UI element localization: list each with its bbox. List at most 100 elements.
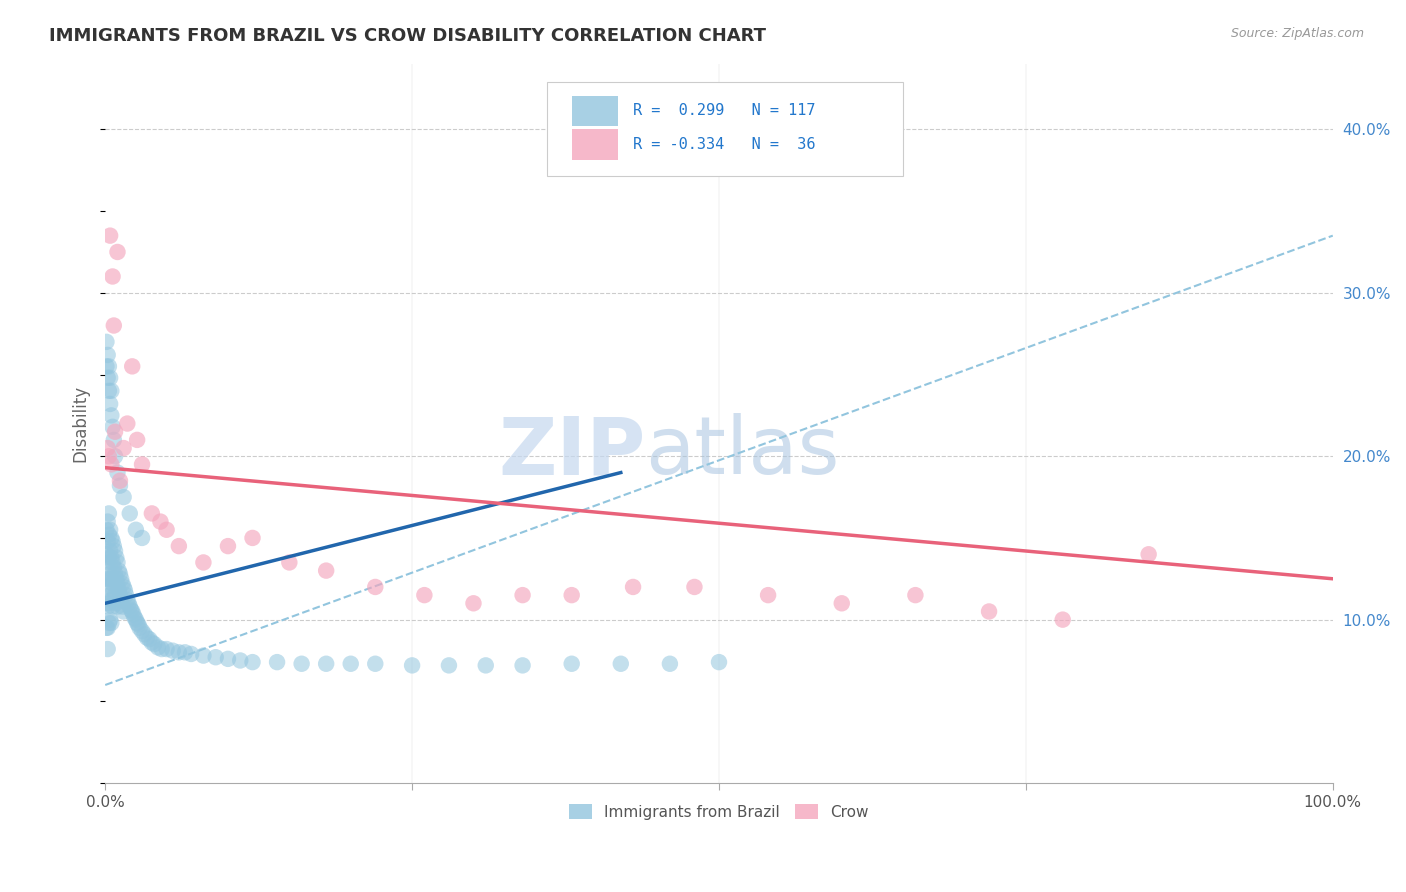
Point bbox=[97, 507, 120, 521]
Point bbox=[155, 523, 177, 537]
Point bbox=[364, 657, 387, 671]
Point bbox=[125, 613, 148, 627]
Point bbox=[1052, 613, 1074, 627]
Point bbox=[108, 588, 131, 602]
Point bbox=[98, 523, 121, 537]
Point bbox=[96, 596, 118, 610]
Point bbox=[111, 599, 134, 614]
Point bbox=[124, 611, 146, 625]
Point bbox=[97, 384, 120, 398]
Point bbox=[101, 556, 124, 570]
Point bbox=[180, 647, 202, 661]
Point bbox=[315, 657, 337, 671]
Point bbox=[658, 657, 681, 671]
Point bbox=[217, 539, 239, 553]
Point bbox=[118, 507, 141, 521]
Point bbox=[204, 650, 226, 665]
Text: Source: ZipAtlas.com: Source: ZipAtlas.com bbox=[1230, 27, 1364, 40]
Point bbox=[103, 433, 125, 447]
Point bbox=[105, 596, 128, 610]
Point bbox=[512, 658, 534, 673]
Point bbox=[193, 648, 215, 663]
FancyBboxPatch shape bbox=[572, 129, 619, 160]
Point bbox=[193, 556, 215, 570]
Point bbox=[96, 334, 118, 349]
Point bbox=[117, 417, 139, 431]
Point bbox=[101, 269, 124, 284]
Point bbox=[104, 449, 127, 463]
Y-axis label: Disability: Disability bbox=[72, 385, 89, 462]
Point bbox=[136, 631, 159, 645]
Point bbox=[97, 449, 120, 463]
Text: atlas: atlas bbox=[645, 413, 839, 491]
Point bbox=[97, 642, 120, 657]
Point bbox=[401, 658, 423, 673]
Point bbox=[97, 359, 120, 374]
Legend: Immigrants from Brazil, Crow: Immigrants from Brazil, Crow bbox=[562, 797, 875, 826]
Point bbox=[100, 572, 122, 586]
Point bbox=[128, 621, 150, 635]
Point bbox=[97, 515, 120, 529]
Point bbox=[96, 523, 118, 537]
Point bbox=[101, 419, 124, 434]
Point bbox=[97, 621, 120, 635]
Point bbox=[174, 645, 197, 659]
Point bbox=[463, 596, 485, 610]
Point bbox=[149, 515, 172, 529]
Point bbox=[756, 588, 779, 602]
Point bbox=[229, 653, 252, 667]
Point bbox=[104, 588, 127, 602]
Point bbox=[561, 657, 583, 671]
Point bbox=[97, 615, 120, 630]
Point bbox=[162, 643, 184, 657]
Point bbox=[364, 580, 387, 594]
Point bbox=[104, 544, 127, 558]
Point bbox=[107, 599, 129, 614]
Point bbox=[707, 655, 730, 669]
Point bbox=[105, 550, 128, 565]
Point bbox=[339, 657, 361, 671]
Point bbox=[141, 507, 163, 521]
Point bbox=[131, 531, 153, 545]
Point bbox=[98, 588, 121, 602]
Point bbox=[103, 318, 125, 333]
Point bbox=[242, 655, 264, 669]
Point bbox=[112, 490, 135, 504]
Point bbox=[107, 564, 129, 578]
Point bbox=[107, 583, 129, 598]
Point bbox=[904, 588, 927, 602]
Point bbox=[100, 531, 122, 545]
Point bbox=[167, 645, 190, 659]
Point bbox=[437, 658, 460, 673]
Point bbox=[97, 556, 120, 570]
Point bbox=[110, 572, 132, 586]
Point bbox=[100, 458, 122, 472]
Point bbox=[117, 593, 139, 607]
Point bbox=[97, 441, 120, 455]
Point bbox=[101, 599, 124, 614]
Point bbox=[118, 599, 141, 614]
Point bbox=[146, 640, 169, 655]
Point bbox=[100, 550, 122, 565]
Point bbox=[108, 478, 131, 492]
Point bbox=[101, 576, 124, 591]
Point bbox=[108, 474, 131, 488]
Point bbox=[111, 576, 134, 591]
Point bbox=[103, 583, 125, 598]
Point bbox=[97, 596, 120, 610]
Text: IMMIGRANTS FROM BRAZIL VS CROW DISABILITY CORRELATION CHART: IMMIGRANTS FROM BRAZIL VS CROW DISABILIT… bbox=[49, 27, 766, 45]
Point bbox=[98, 371, 121, 385]
FancyBboxPatch shape bbox=[572, 95, 619, 126]
Point bbox=[167, 539, 190, 553]
Point bbox=[278, 556, 301, 570]
Point bbox=[122, 607, 145, 622]
Point bbox=[100, 615, 122, 630]
Point bbox=[100, 409, 122, 423]
Point bbox=[101, 534, 124, 549]
Point bbox=[108, 566, 131, 581]
Point bbox=[291, 657, 314, 671]
Point bbox=[315, 564, 337, 578]
Point bbox=[98, 613, 121, 627]
Point bbox=[115, 588, 138, 602]
Point bbox=[98, 228, 121, 243]
